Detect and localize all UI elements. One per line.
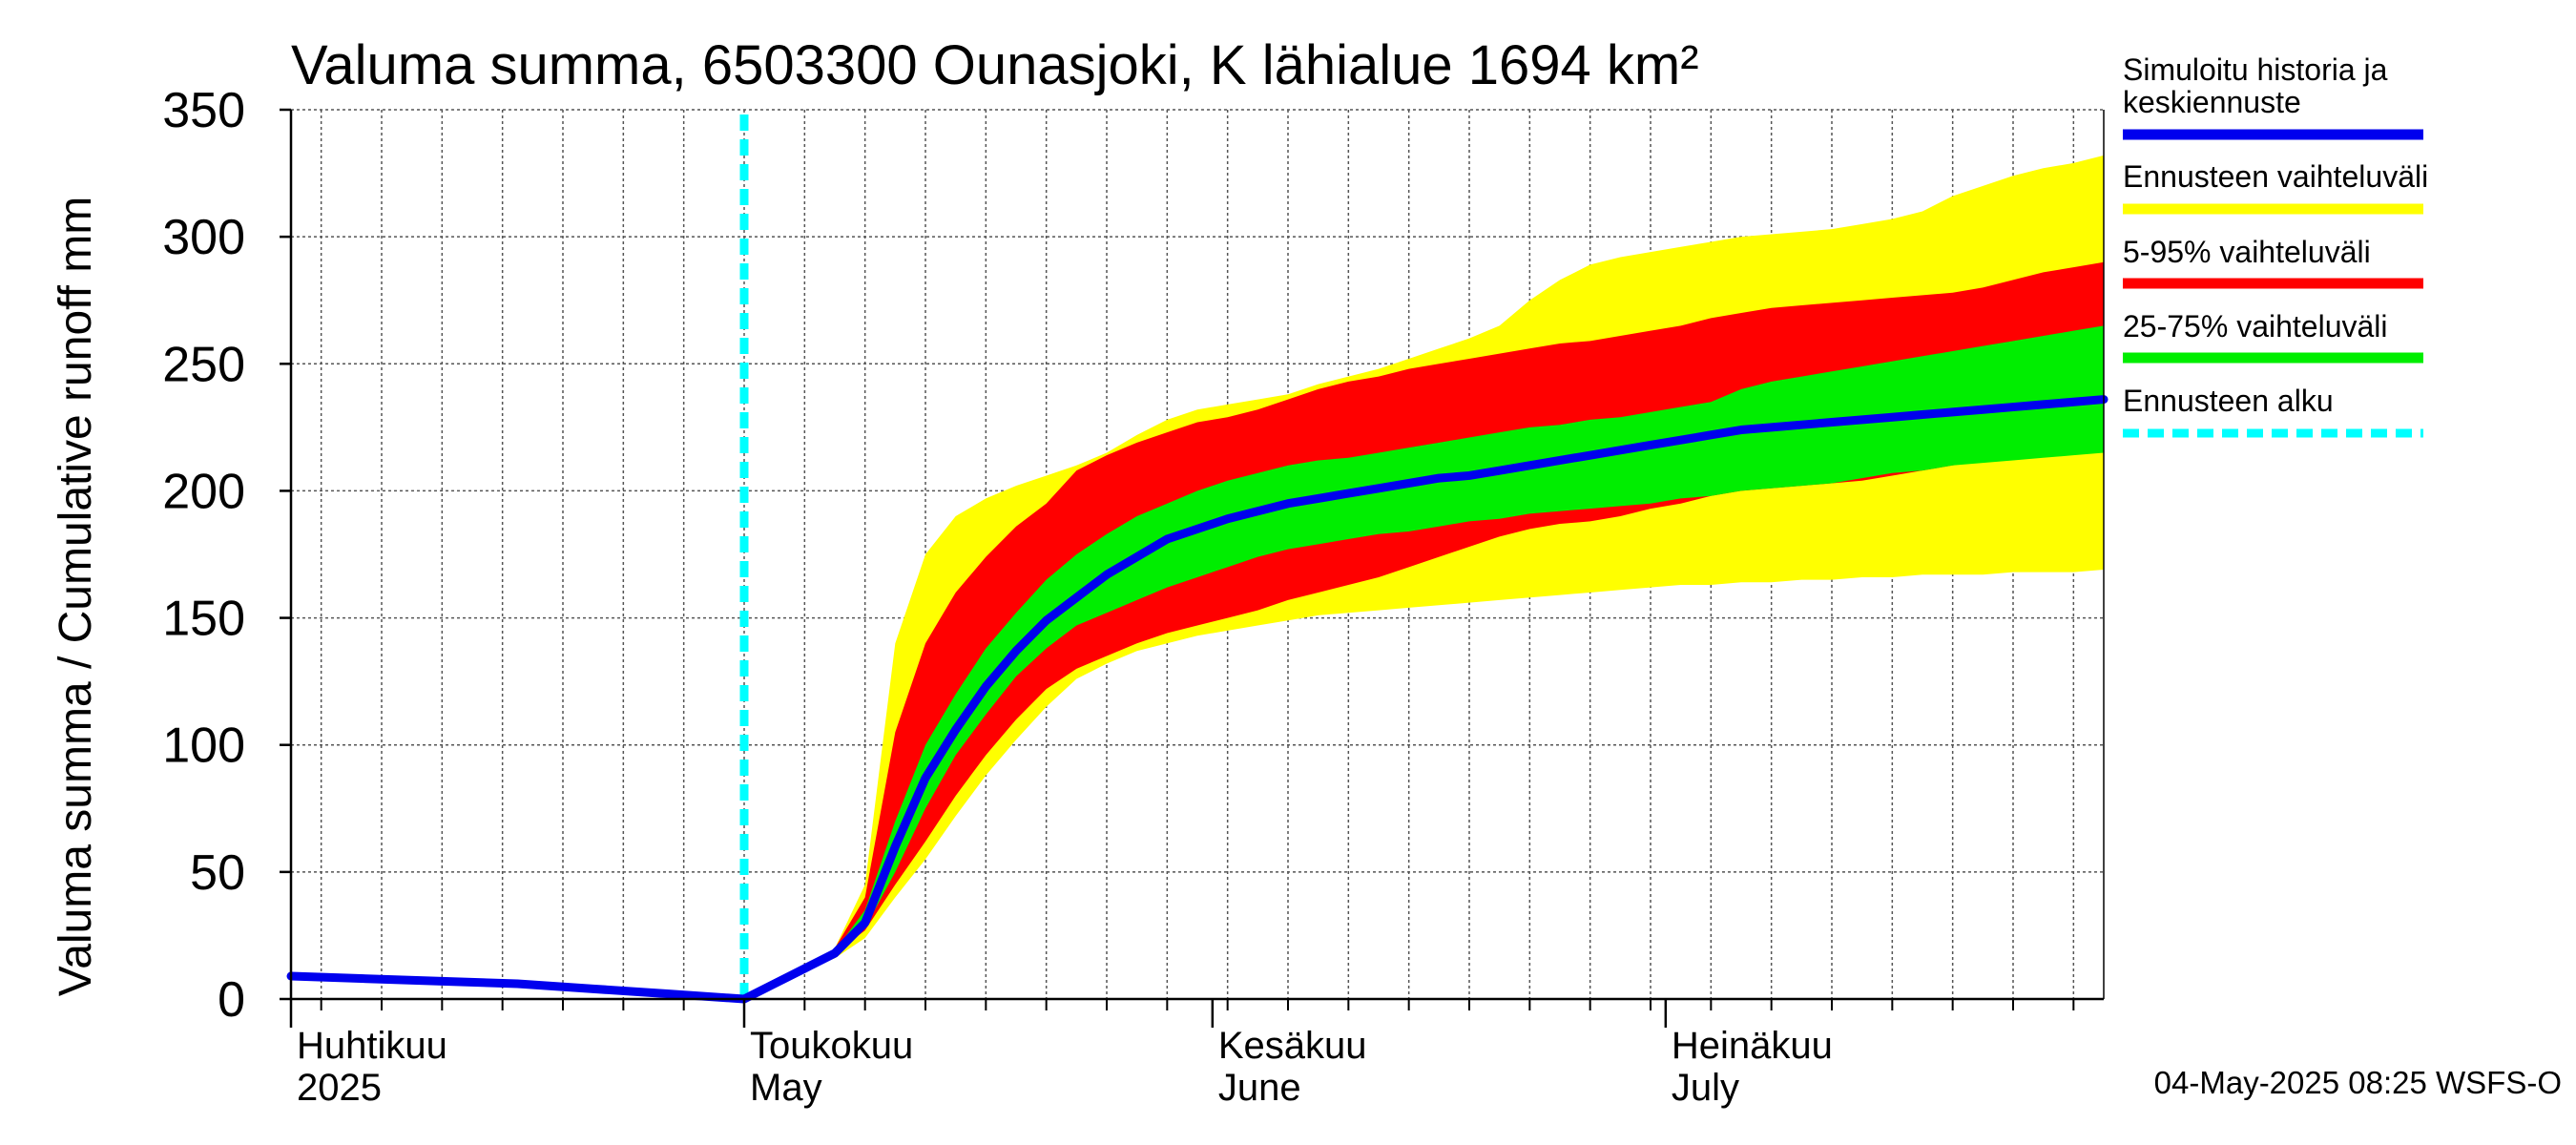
y-tick-label: 300 bbox=[162, 210, 245, 265]
legend-label-25-75: 25-75% vaihteluväli bbox=[2123, 309, 2388, 344]
axes bbox=[289, 110, 2105, 1001]
x-month-sublabel: July bbox=[1672, 1067, 1739, 1109]
x-month-label: Huhtikuu bbox=[297, 1025, 447, 1067]
y-tick-label: 100 bbox=[162, 718, 245, 774]
legend: Simuloitu historia ja keskiennuste Ennus… bbox=[2123, 52, 2428, 438]
x-month-sublabel: 2025 bbox=[297, 1067, 382, 1109]
x-month-sublabel: June bbox=[1218, 1067, 1301, 1109]
y-tick-label: 50 bbox=[190, 845, 245, 901]
legend-label-forecast-start: Ennusteen alku bbox=[2123, 384, 2334, 418]
y-tick-label: 0 bbox=[218, 972, 245, 1028]
band-25-75-vaihteluv-li bbox=[744, 325, 2104, 999]
y-tick-label: 350 bbox=[162, 83, 245, 138]
series-lines bbox=[286, 114, 2109, 1004]
y-tick-label: 200 bbox=[162, 464, 245, 519]
x-tick-marks bbox=[289, 999, 2075, 1028]
x-month-sublabel: May bbox=[750, 1067, 822, 1109]
legend-label-full-range: Ennusteen vaihteluväli bbox=[2123, 159, 2428, 194]
x-month-label: Toukokuu bbox=[750, 1025, 913, 1067]
x-month-label: Kesäkuu bbox=[1218, 1025, 1367, 1067]
x-month-label: Heinäkuu bbox=[1672, 1025, 1833, 1067]
mean-forecast-line bbox=[286, 395, 2109, 1004]
y-tick-label: 250 bbox=[162, 337, 245, 392]
forecast-bands bbox=[744, 155, 2104, 1000]
legend-label-mean-line2: keskiennuste bbox=[2123, 85, 2301, 119]
y-tick-label: 150 bbox=[162, 592, 245, 647]
legend-label-mean-line1: Simuloitu historia ja bbox=[2123, 52, 2388, 87]
legend-label-5-95: 5-95% vaihteluväli bbox=[2123, 235, 2371, 269]
y-axis-label: Valuma summa / Cumulative runoff mm bbox=[51, 197, 101, 997]
timestamp-footer: 04-May-2025 08:25 WSFS-O bbox=[2154, 1065, 2562, 1100]
chart-title: Valuma summa, 6503300 Ounasjoki, K lähia… bbox=[291, 34, 1699, 96]
y-tick-labels: 0 50 100 150 200 250 300 350 bbox=[162, 83, 291, 1028]
